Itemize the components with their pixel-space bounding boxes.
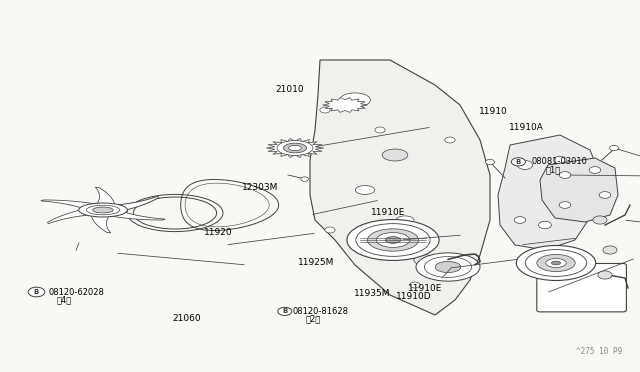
- Polygon shape: [100, 196, 159, 214]
- Text: （4）: （4）: [57, 295, 72, 304]
- Polygon shape: [498, 135, 600, 250]
- Circle shape: [609, 145, 618, 151]
- Ellipse shape: [516, 246, 596, 280]
- FancyBboxPatch shape: [537, 263, 627, 312]
- Polygon shape: [310, 60, 490, 315]
- Circle shape: [598, 271, 612, 279]
- Ellipse shape: [414, 255, 436, 265]
- Circle shape: [511, 158, 525, 166]
- Ellipse shape: [416, 253, 480, 281]
- Text: ^275 10 P9: ^275 10 P9: [576, 347, 622, 356]
- Circle shape: [320, 107, 330, 113]
- Circle shape: [28, 287, 45, 297]
- Circle shape: [539, 221, 552, 229]
- Ellipse shape: [93, 207, 113, 213]
- Ellipse shape: [347, 219, 439, 260]
- Ellipse shape: [340, 93, 371, 107]
- Ellipse shape: [525, 250, 587, 276]
- Circle shape: [554, 156, 566, 164]
- Ellipse shape: [356, 224, 430, 256]
- Text: 11920: 11920: [204, 228, 232, 237]
- Text: 11925M: 11925M: [298, 258, 334, 267]
- Polygon shape: [95, 207, 165, 220]
- Text: 11910: 11910: [479, 107, 508, 116]
- Ellipse shape: [79, 203, 127, 217]
- Ellipse shape: [385, 237, 401, 243]
- Ellipse shape: [546, 259, 566, 267]
- Text: B: B: [282, 308, 287, 314]
- Polygon shape: [41, 200, 111, 213]
- Ellipse shape: [86, 205, 120, 215]
- Text: 11910E: 11910E: [371, 208, 406, 217]
- Ellipse shape: [435, 262, 461, 273]
- Text: B: B: [34, 289, 39, 295]
- Text: 11910A: 11910A: [509, 123, 543, 132]
- Ellipse shape: [289, 145, 301, 151]
- Text: （1）: （1）: [545, 166, 561, 174]
- Polygon shape: [323, 97, 367, 112]
- Text: 21010: 21010: [275, 85, 304, 94]
- Text: B: B: [516, 159, 521, 165]
- Polygon shape: [540, 158, 618, 222]
- Text: （2）: （2）: [305, 314, 321, 323]
- Text: 11935M: 11935M: [354, 289, 390, 298]
- Text: 11910D: 11910D: [396, 292, 432, 301]
- Circle shape: [450, 267, 460, 273]
- Ellipse shape: [552, 261, 561, 265]
- Text: 21060: 21060: [173, 314, 202, 323]
- Ellipse shape: [396, 216, 414, 224]
- Ellipse shape: [277, 141, 313, 155]
- Circle shape: [445, 137, 455, 143]
- Circle shape: [410, 282, 420, 288]
- Text: 08120-62028: 08120-62028: [49, 288, 104, 296]
- Text: 11910E: 11910E: [408, 284, 443, 293]
- Ellipse shape: [284, 143, 307, 153]
- Ellipse shape: [376, 232, 410, 247]
- Text: 12303M: 12303M: [242, 183, 278, 192]
- Circle shape: [515, 217, 526, 223]
- Circle shape: [325, 227, 335, 233]
- Text: 08120-81628: 08120-81628: [292, 307, 349, 316]
- Polygon shape: [47, 206, 106, 224]
- Circle shape: [567, 190, 582, 199]
- Circle shape: [589, 167, 601, 173]
- Circle shape: [593, 216, 607, 224]
- Circle shape: [517, 161, 532, 170]
- Ellipse shape: [355, 186, 374, 195]
- Circle shape: [301, 177, 308, 181]
- Polygon shape: [91, 209, 114, 233]
- Circle shape: [278, 307, 292, 315]
- Ellipse shape: [367, 229, 419, 251]
- Text: 08081-03010: 08081-03010: [531, 157, 587, 166]
- Ellipse shape: [424, 257, 472, 278]
- Circle shape: [599, 192, 611, 198]
- Polygon shape: [100, 196, 159, 214]
- Circle shape: [559, 202, 571, 208]
- Polygon shape: [266, 138, 324, 158]
- Circle shape: [603, 246, 617, 254]
- Ellipse shape: [382, 149, 408, 161]
- Circle shape: [486, 159, 495, 164]
- Circle shape: [559, 171, 571, 178]
- Polygon shape: [92, 187, 115, 211]
- Circle shape: [375, 127, 385, 133]
- Ellipse shape: [537, 254, 575, 272]
